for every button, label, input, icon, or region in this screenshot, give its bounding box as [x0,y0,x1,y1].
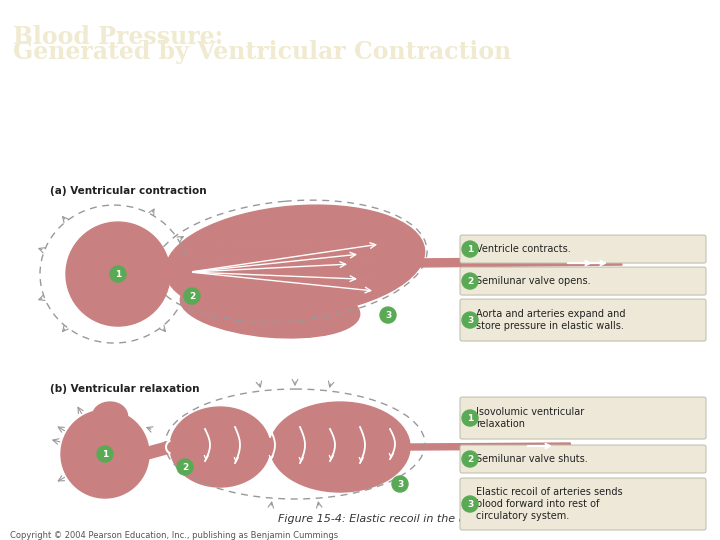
Text: Isovolumic ventricular
relaxation: Isovolumic ventricular relaxation [476,407,584,429]
Text: 3: 3 [467,500,473,509]
Polygon shape [168,264,190,284]
FancyBboxPatch shape [460,299,706,341]
Ellipse shape [92,402,127,430]
Circle shape [462,312,478,328]
Text: (b) Ventricular relaxation: (b) Ventricular relaxation [50,384,199,394]
Ellipse shape [270,402,410,492]
Text: (a) Ventricular contraction: (a) Ventricular contraction [50,186,207,196]
Text: Aorta and arteries expand and
store pressure in elastic walls.: Aorta and arteries expand and store pres… [476,309,626,331]
FancyBboxPatch shape [460,478,706,530]
Text: Elastic recoil of arteries sends
blood forward into rest of
circulatory system.: Elastic recoil of arteries sends blood f… [476,487,623,521]
Circle shape [184,288,200,304]
Text: Generated by Ventricular Contraction: Generated by Ventricular Contraction [13,40,511,64]
Circle shape [177,459,193,475]
Text: 3: 3 [385,310,391,320]
Circle shape [380,307,396,323]
Text: 2: 2 [467,455,473,463]
FancyBboxPatch shape [460,445,706,473]
FancyBboxPatch shape [460,397,706,439]
Text: Blood Pressure:: Blood Pressure: [13,25,223,49]
Text: 2: 2 [182,463,188,471]
Circle shape [392,476,408,492]
Text: 1: 1 [102,449,108,458]
Text: 1: 1 [115,269,121,279]
Ellipse shape [166,205,425,317]
Text: Semilunar valve opens.: Semilunar valve opens. [476,276,590,286]
Text: 1: 1 [467,414,473,422]
Ellipse shape [170,407,270,487]
Circle shape [462,496,478,512]
Polygon shape [172,209,405,304]
Ellipse shape [180,276,360,338]
Polygon shape [265,437,295,457]
Circle shape [66,222,170,326]
Circle shape [462,241,478,257]
Circle shape [97,446,113,462]
Text: 2: 2 [189,292,195,301]
Text: 1: 1 [467,245,473,254]
Polygon shape [408,443,572,450]
Circle shape [462,273,478,289]
FancyBboxPatch shape [460,235,706,263]
Circle shape [110,266,126,282]
Circle shape [462,451,478,467]
Polygon shape [408,257,622,267]
Polygon shape [148,441,170,459]
Text: Arterioles: Arterioles [572,237,618,247]
Circle shape [462,410,478,426]
Text: 3: 3 [397,480,403,489]
Text: Copyright © 2004 Pearson Education, Inc., publishing as Benjamin Cummings: Copyright © 2004 Pearson Education, Inc.… [10,531,338,540]
Text: 2: 2 [467,276,473,286]
Text: Ventricle contracts.: Ventricle contracts. [476,244,571,254]
Text: Figure 15-4: Elastic recoil in the arteries: Figure 15-4: Elastic recoil in the arter… [278,514,502,524]
Circle shape [61,410,149,498]
Text: Semilunar valve shuts.: Semilunar valve shuts. [476,454,588,464]
FancyBboxPatch shape [460,267,706,295]
Text: 3: 3 [467,315,473,325]
